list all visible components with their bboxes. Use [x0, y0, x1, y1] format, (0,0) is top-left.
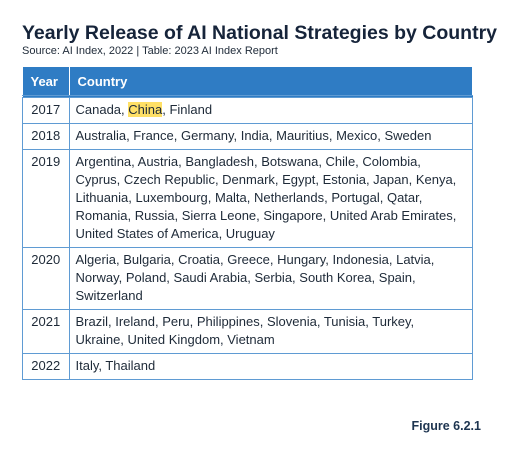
table-row: 2017 Canada, China, Finland [22, 95, 473, 124]
country-cell: Brazil, Ireland, Peru, Philippines, Slov… [68, 309, 473, 354]
year-cell: 2018 [22, 123, 70, 150]
country-cell: Argentina, Austria, Bangladesh, Botswana… [68, 149, 473, 248]
year-cell: 2019 [22, 149, 70, 248]
table-row: 2020 Algeria, Bulgaria, Croatia, Greece, … [22, 247, 473, 310]
figure-label: Figure 6.2.1 [411, 419, 481, 433]
year-cell: 2020 [22, 247, 70, 310]
country-cell: Algeria, Bulgaria, Croatia, Greece, Hung… [68, 247, 473, 310]
table-row: 2022 Italy, Thailand [22, 353, 473, 380]
country-cell: Australia, France, Germany, India, Mauri… [68, 123, 473, 150]
title: Yearly Release of AI National Strategies… [22, 22, 498, 44]
column-header: Year [22, 67, 70, 97]
highlighted-country: China [128, 102, 163, 117]
country-text: Canada, [75, 102, 129, 117]
country-cell: Canada, China, Finland [68, 95, 473, 124]
year-cell: 2022 [22, 353, 70, 380]
year-cell: 2017 [22, 95, 70, 124]
header-row: Year Country [22, 67, 473, 97]
table-row: 2019 Argentina, Austria, Bangladesh, Bots… [22, 149, 473, 248]
table-row: 2021 Brazil, Ireland, Peru, Philippines, … [22, 309, 473, 354]
country-text: Brazil, Ireland, Peru, Philippines, Slov… [75, 314, 415, 347]
country-text: Argentina, Austria, Bangladesh, Botswana… [75, 154, 457, 241]
column-header: Country [69, 67, 473, 97]
source: Source: AI Index, 2022 | Table: 2023 AI … [22, 45, 278, 57]
country-text: Italy, Thailand [75, 358, 156, 373]
country-text: Australia, France, Germany, India, Mauri… [75, 128, 432, 143]
country-text: Algeria, Bulgaria, Croatia, Greece, Hung… [75, 252, 435, 303]
table: Year Country 2017 Canada, China, Finland 2… [22, 67, 473, 380]
country-cell: Italy, Thailand [68, 353, 473, 380]
country-text: , Finland [162, 102, 213, 117]
table-body: 2017 Canada, China, Finland 2018 Australia,… [22, 95, 473, 380]
table-row: 2018 Australia, France, Germany, India, M… [22, 123, 473, 150]
year-cell: 2021 [22, 309, 70, 354]
